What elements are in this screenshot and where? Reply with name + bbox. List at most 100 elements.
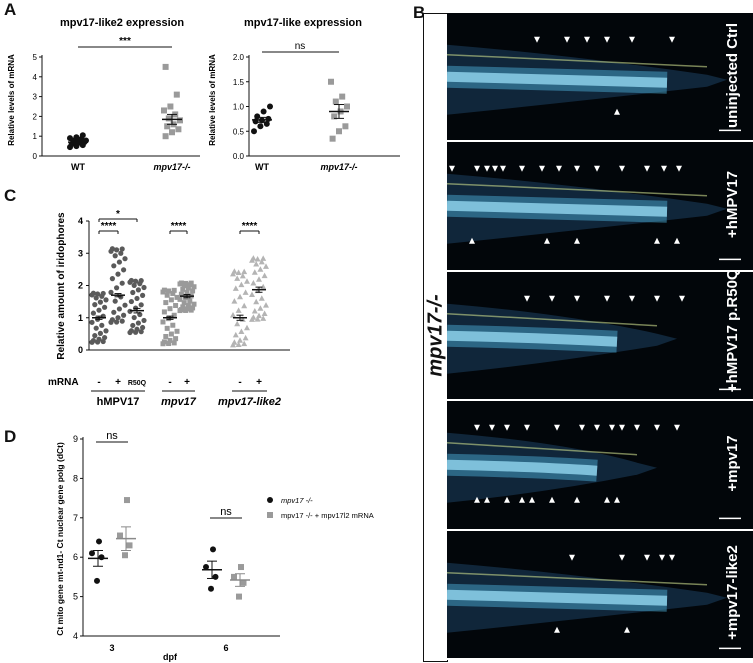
- chart-c-row-label: mRNA: [48, 377, 79, 388]
- chart-a1: mpv17-like2 expression Relative levels o…: [7, 17, 200, 172]
- fish-row-1: +hMPV17: [447, 142, 753, 272]
- data-point: [97, 330, 103, 336]
- data-point: [165, 115, 172, 122]
- data-point: [112, 253, 118, 259]
- data-point: [166, 341, 172, 347]
- data-point: [111, 263, 117, 269]
- data-point: [96, 336, 102, 342]
- arrowhead-icon: [564, 36, 570, 43]
- y-tick-label: 5: [73, 592, 78, 602]
- data-point: [258, 258, 265, 265]
- data-point: [241, 340, 248, 347]
- arrowhead-icon: [594, 166, 600, 173]
- data-point: [185, 303, 191, 309]
- y-tick-label: 3: [33, 93, 38, 102]
- data-point: [116, 259, 122, 265]
- arrowhead-icon: [474, 496, 480, 503]
- chart-a1-title: mpv17-like2 expression: [60, 17, 184, 29]
- chart-d-sig: ns ns: [96, 430, 242, 519]
- fish-image-0: [447, 36, 741, 132]
- arrowhead-icon: [624, 626, 630, 633]
- chart-d-legend: mpv17 -/- mpv17 -/- + mpv17l2 mRNA: [267, 496, 374, 520]
- data-point: [173, 336, 179, 342]
- data-point: [178, 280, 184, 286]
- sig-label: ns: [106, 430, 118, 442]
- data-point: [116, 306, 122, 312]
- data-point: [131, 314, 137, 321]
- x-tick-label: -: [238, 377, 241, 388]
- muscle-glow: [447, 453, 598, 482]
- data-point: [166, 316, 172, 322]
- arrowhead-icon: [474, 424, 480, 431]
- chart-a1-points: [67, 63, 183, 151]
- data-point: [114, 247, 120, 253]
- data-point: [231, 298, 238, 304]
- data-point: [177, 117, 183, 124]
- arrowhead-icon: [619, 554, 625, 561]
- arrowhead-icon: [674, 238, 680, 245]
- data-point: [249, 291, 255, 297]
- data-point: [234, 275, 241, 281]
- data-point: [130, 322, 136, 329]
- data-point: [117, 532, 123, 539]
- data-point: [140, 324, 146, 331]
- data-point: [175, 126, 182, 133]
- data-point: [95, 291, 101, 297]
- data-point: [140, 292, 146, 298]
- chart-c-ticks: 0 1 2 3 4: [78, 216, 89, 355]
- sig-label: ****: [101, 221, 117, 232]
- y-tick-label: 0: [33, 152, 38, 161]
- y-tick-label: 2.0: [233, 53, 245, 62]
- group-label: mpv17-like2: [218, 396, 281, 408]
- arrowhead-icon: [574, 496, 580, 503]
- data-point: [260, 255, 267, 261]
- data-point: [109, 246, 115, 252]
- muscle-glow: [447, 583, 668, 612]
- chart-d-xtick-0: 3: [109, 643, 114, 653]
- data-point: [93, 295, 99, 301]
- data-point: [102, 334, 108, 341]
- data-point: [210, 546, 216, 553]
- data-point: [188, 280, 194, 286]
- data-point: [184, 306, 190, 312]
- panel-label-b: B: [413, 3, 426, 22]
- data-point: [162, 133, 169, 140]
- data-point: [170, 290, 176, 296]
- data-point: [138, 302, 144, 308]
- data-point: [135, 320, 141, 326]
- arrowhead-icon: [544, 238, 550, 245]
- data-point: [94, 577, 100, 584]
- arrowhead-icon: [549, 295, 555, 302]
- arrowhead-icon: [654, 238, 660, 245]
- notochord: [447, 71, 668, 88]
- y-tick-label: 0: [78, 345, 83, 355]
- data-point: [108, 289, 114, 295]
- data-point: [103, 328, 109, 334]
- data-point: [171, 340, 177, 346]
- data-point: [114, 285, 120, 291]
- chart-a1-ticks: 0 1 2 3 4 5: [33, 53, 42, 161]
- arrowhead-icon: [569, 554, 575, 561]
- notochord: [447, 330, 618, 347]
- data-point: [267, 103, 273, 110]
- data-point: [122, 552, 128, 559]
- data-point: [244, 278, 250, 284]
- arrowhead-icon: [504, 424, 510, 431]
- data-point: [112, 298, 118, 304]
- data-point: [260, 283, 267, 290]
- y-tick-label: 5: [33, 53, 38, 62]
- panel-b: mpv17-/- uninjected Ctrl +hMPV17 +hMPV17 p…: [423, 13, 753, 663]
- data-point: [212, 573, 219, 580]
- data-point: [331, 113, 338, 120]
- data-point: [235, 307, 242, 313]
- data-point: [167, 337, 173, 343]
- panel-label-c: C: [4, 186, 17, 205]
- arrowhead-icon: [579, 424, 585, 431]
- data-point: [141, 284, 147, 291]
- x-tick-label: -: [97, 377, 100, 388]
- data-point: [163, 333, 169, 339]
- x-tick-label: +: [184, 377, 190, 388]
- data-point: [134, 295, 140, 302]
- y-tick-label: 4: [73, 631, 78, 641]
- data-point: [121, 267, 127, 273]
